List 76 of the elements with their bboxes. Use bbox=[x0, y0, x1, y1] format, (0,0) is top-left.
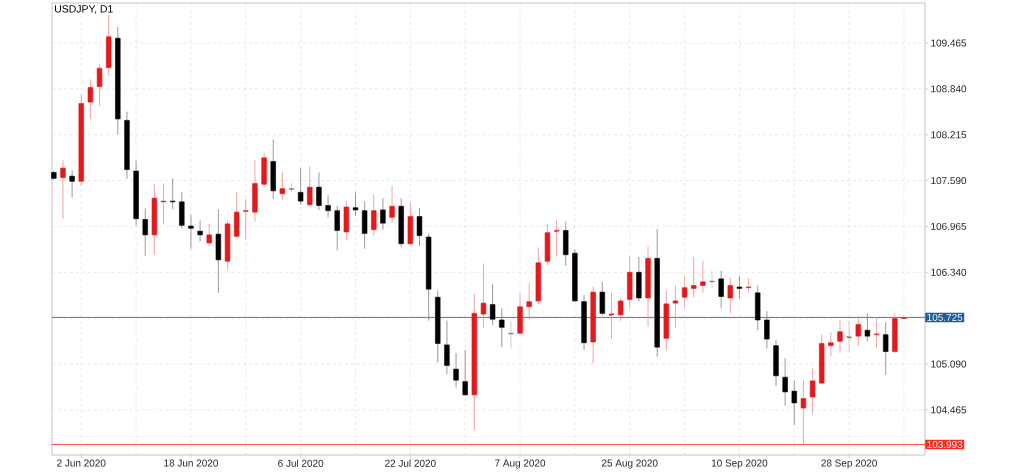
candlestick bbox=[453, 352, 459, 388]
candlestick bbox=[380, 197, 386, 231]
candlestick bbox=[681, 275, 688, 309]
candlestick bbox=[489, 283, 496, 326]
candlestick bbox=[371, 194, 377, 237]
candlestick bbox=[736, 275, 743, 300]
ref-line-label: 103.993 bbox=[927, 440, 963, 449]
candlestick bbox=[462, 349, 468, 396]
candlestick bbox=[352, 191, 359, 217]
candlestick bbox=[709, 270, 715, 289]
candlestick bbox=[553, 219, 560, 257]
candlestick bbox=[873, 317, 880, 349]
candlestick bbox=[325, 194, 331, 218]
candlestick bbox=[845, 320, 853, 352]
x-tick-label: 28 Sep 2020 bbox=[821, 459, 877, 469]
candlestick bbox=[160, 183, 167, 225]
candlestick bbox=[416, 207, 423, 247]
candlestick bbox=[864, 312, 871, 342]
candlestick bbox=[700, 260, 706, 294]
candlestick bbox=[883, 321, 889, 376]
candlestick bbox=[480, 263, 487, 329]
candlestick bbox=[727, 277, 733, 314]
candlestick bbox=[444, 320, 450, 375]
x-tick-label: 6 Jul 2020 bbox=[278, 459, 324, 467]
candlestick bbox=[188, 214, 194, 250]
x-tick-label: 2 Jun 2020 bbox=[57, 459, 106, 467]
candlestick bbox=[672, 285, 679, 329]
candlestick bbox=[809, 368, 816, 416]
candlestick bbox=[142, 208, 148, 257]
candlestick bbox=[837, 319, 843, 354]
candlestick bbox=[499, 307, 505, 348]
y-tick-label: 106.965 bbox=[931, 222, 967, 230]
candlestick bbox=[508, 320, 514, 349]
candlestick bbox=[791, 380, 797, 426]
candlestick bbox=[96, 63, 103, 107]
candlestick bbox=[316, 172, 322, 211]
candlestick bbox=[608, 292, 615, 340]
candlestick bbox=[764, 310, 770, 349]
ref-line-label: 105.725 bbox=[927, 313, 963, 321]
x-tick-label: 18 Jun 2020 bbox=[164, 459, 218, 467]
candlestick bbox=[389, 185, 395, 224]
x-tick-label: 25 Aug 2020 bbox=[601, 459, 658, 469]
candlestick bbox=[297, 167, 304, 206]
candlestick bbox=[691, 256, 697, 298]
candlestick bbox=[782, 357, 788, 407]
candlestick bbox=[60, 159, 66, 220]
candlestick bbox=[855, 315, 861, 347]
candlestick bbox=[718, 270, 724, 309]
candlestick bbox=[334, 205, 340, 251]
candlestick bbox=[526, 282, 532, 320]
y-tick-label: 107.590 bbox=[931, 177, 967, 185]
candlestick bbox=[206, 223, 212, 247]
candlestick bbox=[279, 171, 286, 201]
candlestick bbox=[599, 281, 605, 316]
x-tick-label: 10 Sep 2020 bbox=[711, 459, 768, 469]
y-tick-label: 106.340 bbox=[931, 268, 967, 276]
candlestick bbox=[87, 78, 94, 120]
y-tick-label: 108.840 bbox=[931, 85, 967, 93]
x-tick-label: 7 Aug 2020 bbox=[495, 459, 546, 469]
x-tick-label: 22 Jul 2020 bbox=[385, 459, 436, 467]
chart-title: USDJPY, D1 bbox=[55, 5, 113, 14]
candlestick bbox=[179, 191, 185, 229]
candlestick bbox=[307, 166, 313, 207]
y-tick-label: 109.465 bbox=[931, 39, 967, 47]
y-tick-label: 108.215 bbox=[931, 131, 967, 139]
y-tick-label: 105.090 bbox=[931, 360, 967, 368]
candlestick bbox=[800, 379, 807, 445]
candlestick bbox=[745, 277, 752, 294]
candlestick bbox=[69, 169, 75, 198]
candlestick bbox=[361, 200, 368, 250]
candlestick bbox=[617, 297, 624, 322]
candlestick bbox=[243, 198, 249, 240]
candlestick bbox=[197, 219, 203, 242]
candlestick bbox=[828, 332, 834, 357]
y-tick-label: 104.465 bbox=[931, 406, 967, 414]
candlestick bbox=[169, 177, 176, 210]
